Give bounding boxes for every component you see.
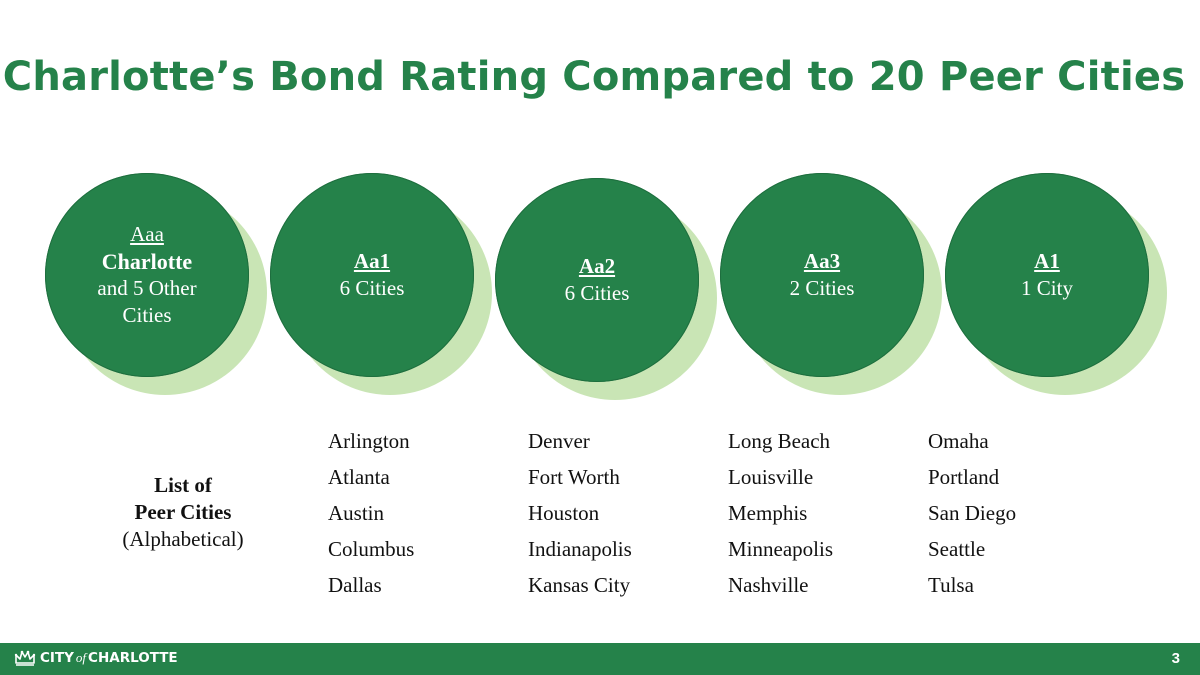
page-number: 3 — [1171, 650, 1180, 667]
slide-title: Charlotte’s Bond Rating Compared to 20 P… — [2, 54, 1186, 100]
city-item: Tulsa — [928, 573, 974, 597]
city-item: Columbus — [328, 537, 415, 561]
city-count: 1 City — [1021, 276, 1073, 300]
city-item: Nashville — [728, 573, 809, 597]
city-item: Louisville — [728, 465, 814, 489]
city-count: 6 Cities — [564, 281, 630, 305]
city-item: Omaha — [928, 429, 989, 453]
logo-of-text: of — [75, 650, 87, 665]
city-count: 6 Cities — [339, 276, 405, 300]
city-item: San Diego — [928, 501, 1017, 525]
rating-label: A1 — [1034, 249, 1060, 273]
rating-bubble-aa2: Aa2 6 Cities — [495, 178, 717, 400]
rating-bubble-aa1: Aa1 6 Cities — [270, 173, 492, 395]
city-item: Long Beach — [728, 429, 831, 453]
city-item: Portland — [928, 465, 1000, 489]
bubble-sub-line2: Cities — [122, 303, 172, 327]
bubble-circle: A1 1 City — [945, 173, 1149, 377]
city-item: Atlanta — [328, 465, 390, 489]
logo-city-text: CITY — [40, 650, 74, 666]
rating-label: Aa2 — [578, 254, 616, 278]
rating-label: Aaa — [130, 222, 164, 246]
city-item: Kansas City — [528, 573, 631, 597]
city-item: Minneapolis — [728, 537, 833, 561]
peer-label-line2: Peer Cities — [134, 500, 232, 524]
city-item: Fort Worth — [528, 465, 620, 489]
peer-label-line1: List of — [154, 473, 212, 497]
bubble-circle: Aaa Charlotte and 5 Other Cities — [45, 173, 249, 377]
city-item: Memphis — [728, 501, 808, 525]
bubble-circle: Aa3 2 Cities — [720, 173, 924, 377]
bubble-circle: Aa2 6 Cities — [495, 178, 699, 382]
bubble-sub-line1: and 5 Other — [97, 276, 197, 300]
rating-bubble-a1: A1 1 City — [945, 173, 1167, 395]
city-item: Dallas — [328, 573, 382, 597]
rating-bubble-aaa: Aaa Charlotte and 5 Other Cities — [45, 173, 267, 395]
logo-charlotte-text: CHARLOTTE — [88, 650, 178, 666]
city-item: Houston — [528, 501, 600, 525]
city-list-aa2: Denver Fort Worth Houston Indianapolis K… — [528, 426, 632, 606]
city-item: Denver — [528, 429, 590, 453]
city-item: Indianapolis — [528, 537, 632, 561]
city-item: Arlington — [328, 429, 410, 453]
city-item: Austin — [328, 501, 385, 525]
footer-bar: CITY of CHARLOTTE 3 — [0, 643, 1200, 675]
city-of-charlotte-logo: CITY of CHARLOTTE — [14, 649, 178, 667]
peer-cities-label: List of Peer Cities (Alphabetical) — [88, 472, 278, 553]
rating-label: Aa1 — [353, 249, 391, 273]
city-list-aa1: Arlington Atlanta Austin Columbus Dallas — [328, 426, 414, 606]
peer-label-line3: (Alphabetical) — [122, 527, 244, 551]
city-item: Seattle — [928, 537, 986, 561]
city-list-a1: Omaha Portland San Diego Seattle Tulsa — [928, 426, 1016, 606]
city-count: 2 Cities — [789, 276, 855, 300]
charlotte-label: Charlotte — [101, 249, 193, 274]
crown-icon — [14, 650, 36, 666]
rating-bubble-aa3: Aa3 2 Cities — [720, 173, 942, 395]
city-list-aa3: Long Beach Louisville Memphis Minneapoli… — [728, 426, 833, 606]
bubble-circle: Aa1 6 Cities — [270, 173, 474, 377]
rating-label: Aa3 — [803, 249, 841, 273]
